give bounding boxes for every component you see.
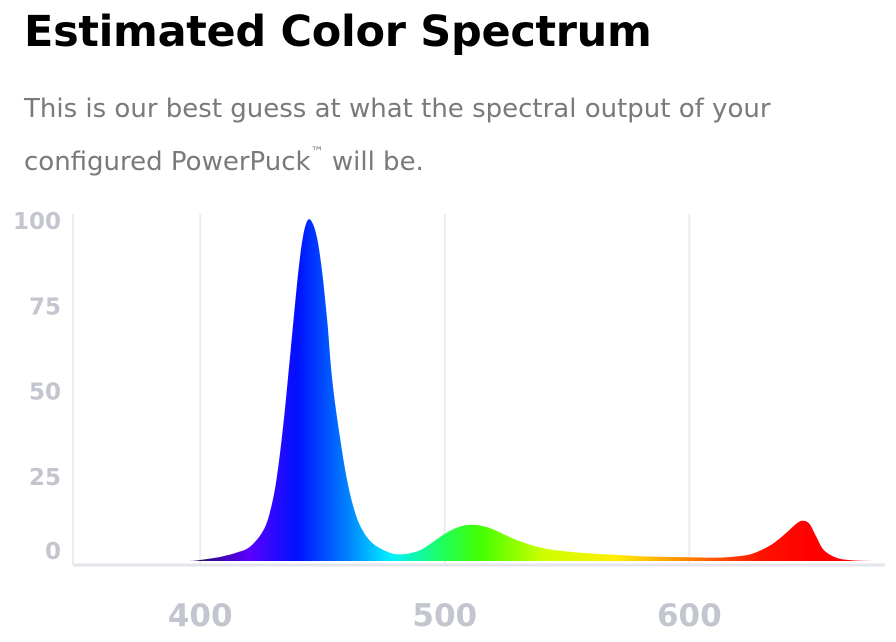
x-tick-label-500: 500 bbox=[412, 598, 477, 634]
trademark-mark: ™ bbox=[310, 145, 324, 160]
y-tick-label-100: 100 bbox=[13, 209, 61, 235]
gridlines bbox=[199, 214, 691, 565]
y-tick-label-75: 75 bbox=[29, 294, 61, 320]
y-tick-labels: 0 25 50 75 100 bbox=[13, 209, 61, 565]
y-tick-label-25: 25 bbox=[29, 465, 61, 491]
y-tick-label-50: 50 bbox=[29, 380, 61, 406]
x-tick-labels: 400 500 600 bbox=[168, 598, 722, 634]
subtitle-tail: will be. bbox=[323, 147, 424, 177]
y-tick-label-0: 0 bbox=[45, 539, 61, 565]
spectrum-area bbox=[73, 219, 885, 561]
page-title: Estimated Color Spectrum bbox=[24, 7, 652, 57]
page-subtitle: This is our best guess at what the spect… bbox=[24, 88, 884, 184]
x-tick-label-400: 400 bbox=[168, 598, 233, 634]
x-tick-label-600: 600 bbox=[657, 598, 722, 634]
subtitle-text: This is our best guess at what the spect… bbox=[24, 94, 771, 177]
